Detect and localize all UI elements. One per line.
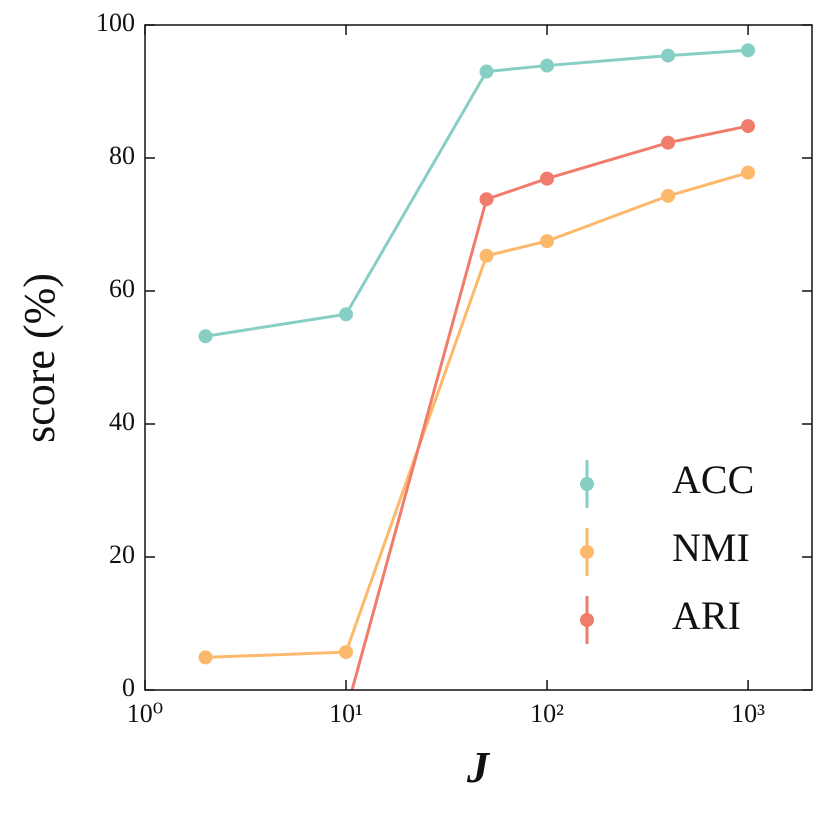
data-point bbox=[741, 165, 756, 180]
y-tick-label: 60 bbox=[109, 274, 135, 303]
data-point bbox=[661, 188, 676, 203]
y-axis-label: score (%) bbox=[15, 273, 64, 443]
legend-label: ACC bbox=[672, 457, 754, 502]
x-tick-label: 10² bbox=[530, 699, 564, 728]
data-point bbox=[339, 307, 354, 322]
legend-marker bbox=[580, 477, 594, 491]
plot-area bbox=[198, 43, 756, 690]
data-point bbox=[540, 171, 555, 186]
data-point bbox=[661, 48, 676, 63]
x-axis-label: J bbox=[466, 743, 491, 792]
data-point bbox=[479, 192, 494, 207]
y-tick-label: 40 bbox=[109, 407, 135, 436]
x-tick-label: 10¹ bbox=[329, 699, 363, 728]
x-tick-label: 10⁰ bbox=[127, 699, 163, 728]
y-tick-label: 0 bbox=[122, 673, 135, 702]
data-point bbox=[741, 119, 756, 134]
y-tick-label: 20 bbox=[109, 540, 135, 569]
x-tick-label: 10³ bbox=[731, 699, 765, 728]
data-point bbox=[479, 64, 494, 79]
data-point bbox=[661, 135, 676, 150]
y-tick-label: 80 bbox=[109, 141, 135, 170]
y-tick-label: 100 bbox=[96, 8, 135, 37]
data-point bbox=[540, 234, 555, 249]
legend-marker bbox=[580, 613, 594, 627]
data-point bbox=[198, 650, 213, 665]
series-line bbox=[205, 171, 749, 659]
data-point bbox=[741, 43, 756, 58]
data-point bbox=[540, 58, 555, 73]
legend-label: NMI bbox=[672, 525, 750, 570]
legend-label: ARI bbox=[672, 593, 741, 638]
data-point bbox=[198, 329, 213, 344]
data-point bbox=[339, 645, 354, 660]
plot-frame bbox=[144, 24, 813, 691]
series-line bbox=[205, 48, 749, 338]
data-point bbox=[479, 248, 494, 263]
legend-marker bbox=[580, 545, 594, 559]
